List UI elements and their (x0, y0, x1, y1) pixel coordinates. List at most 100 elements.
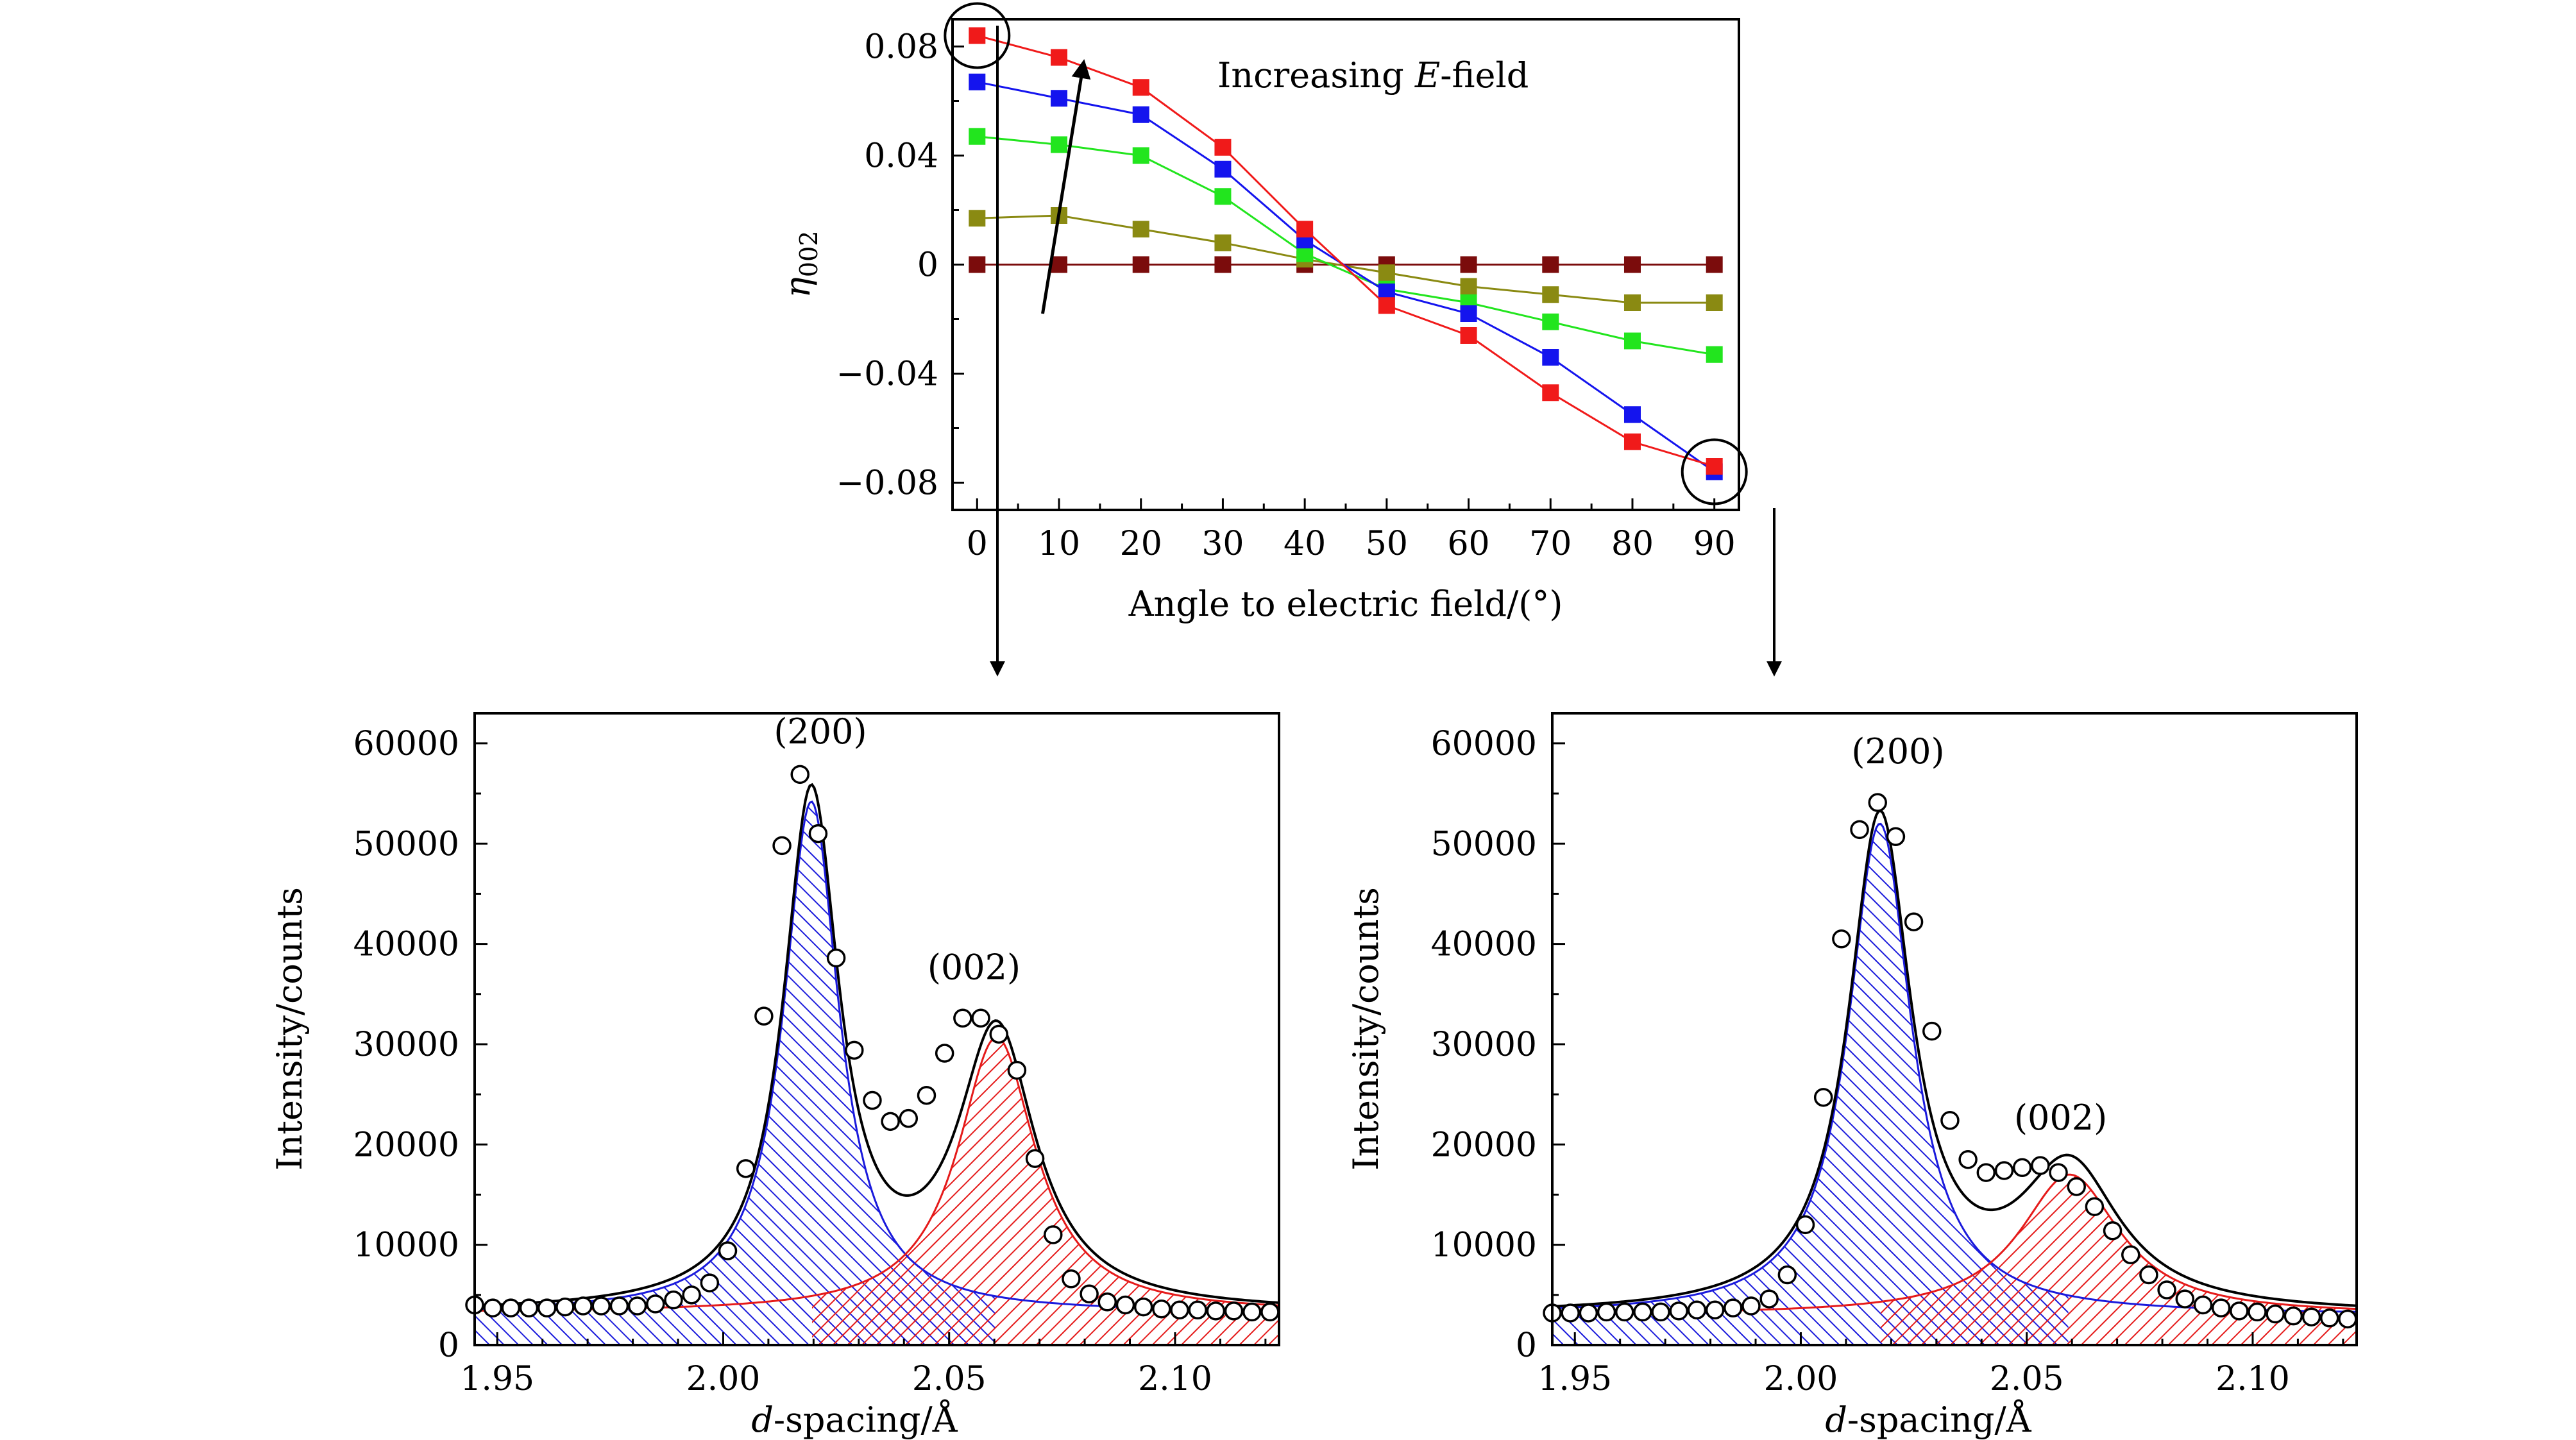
right-peak-label-002: (002) (2014, 1097, 2107, 1138)
right-observed-point (2175, 1289, 2195, 1309)
series-marker (1623, 256, 1641, 273)
right-xlabel-rest: -spacing/Å (1847, 1398, 2032, 1440)
series-line (976, 35, 1715, 468)
right-observed-point (1705, 1300, 1725, 1320)
right-xtick-label: 2.00 (1764, 1360, 1838, 1398)
left-observed-point (989, 1024, 1008, 1044)
left-peak-label-002: (002) (928, 947, 1021, 987)
top-ytick-label: 0 (917, 246, 938, 285)
top-xtick-label: 30 (1201, 525, 1244, 563)
left-observed-point (736, 1159, 756, 1178)
right-observed-point (2121, 1245, 2140, 1265)
left-ytick-label: 50000 (353, 825, 459, 863)
series-marker (1623, 406, 1641, 423)
series-marker (969, 128, 986, 145)
svg-text:η002: η002 (777, 231, 823, 298)
right-observed-point (1759, 1289, 1779, 1309)
top-ylabel-main: η (777, 277, 818, 298)
series-marker (1542, 256, 1559, 273)
right-observed-point (1579, 1303, 1598, 1323)
top-ylabel-sub: 002 (795, 231, 823, 278)
increasing-field-label-italic: E (1414, 55, 1440, 96)
series-marker (1623, 294, 1641, 311)
left-observed-point (1206, 1301, 1226, 1321)
right-observed-point (2157, 1280, 2176, 1300)
series-marker (969, 27, 986, 44)
right-ytick-label: 60000 (1431, 725, 1537, 763)
right-observed-point (2211, 1298, 2231, 1317)
right-plot-frame (1551, 712, 2358, 1346)
series-marker (1542, 286, 1559, 303)
right-peak-label-200: (200) (1851, 731, 1944, 772)
left-peak-200-area (475, 801, 996, 1345)
left-observed-point (845, 1040, 864, 1060)
left-observed-point (1007, 1060, 1027, 1080)
top-ytick-label: −0.04 (836, 355, 938, 394)
left-observed-point (1044, 1225, 1063, 1244)
left-observed-point (519, 1298, 539, 1317)
left-observed-point (646, 1294, 665, 1314)
left-observed-point (1025, 1149, 1045, 1168)
top-ytick-label: −0.08 (836, 464, 938, 503)
top-xtick-label: 70 (1529, 525, 1572, 563)
series-marker (1051, 256, 1068, 273)
highlight-circle (944, 2, 1011, 69)
series-marker (1706, 294, 1723, 311)
series-marker (1132, 106, 1149, 123)
left-peak-002-area (811, 1037, 1279, 1345)
left-observed-point (1152, 1299, 1171, 1319)
right-xlabel: d-spacing/Å (1825, 1398, 2031, 1440)
left-observed-point (772, 836, 792, 856)
right-observed-point (2139, 1265, 2158, 1285)
series-marker (1623, 433, 1641, 450)
right-observed-point (2085, 1197, 2105, 1216)
top-xlabel: Angle to electric field/(°) (1128, 584, 1563, 624)
top-xtick-label: 0 (967, 525, 988, 563)
series-line (977, 81, 1715, 473)
series-marker (1460, 256, 1477, 273)
left-observed-point (664, 1290, 683, 1310)
right-ytick-label: 20000 (1431, 1126, 1537, 1164)
left-observed-point (573, 1296, 593, 1316)
left-ytick-label: 40000 (353, 926, 459, 964)
right-observed-point (1633, 1302, 1652, 1322)
increasing-field-label-prefix: Increasing (1217, 55, 1415, 96)
series-marker (969, 73, 986, 90)
right-observed-point (2338, 1309, 2357, 1329)
left-observed-point (682, 1285, 701, 1305)
right-observed-point (1777, 1265, 1797, 1285)
left-chart: 1.95 2.00 2.05 2.10 0 10000 20000 30000 40000 500… (269, 711, 1280, 1440)
left-observed-point (483, 1298, 502, 1317)
left-observed-point (808, 824, 828, 843)
right-observed-point (1687, 1300, 1707, 1320)
left-ytick-label: 30000 (353, 1026, 459, 1064)
right-observed-point (1922, 1021, 1942, 1041)
series-marker (1460, 327, 1477, 344)
increasing-field-label: Increasing E-field (1217, 55, 1529, 96)
series-marker (1132, 256, 1149, 273)
series-marker (1296, 221, 1314, 238)
series-marker (1623, 332, 1641, 350)
right-observed-point (1561, 1303, 1580, 1323)
right-observed-point (1904, 912, 1924, 931)
left-fit-curve (474, 783, 1280, 1307)
series-marker (1214, 256, 1232, 273)
right-observed-point (2319, 1309, 2339, 1328)
series-marker (1706, 346, 1723, 363)
right-observed-point (1994, 1161, 2014, 1180)
right-chart: 1.95 2.00 2.05 2.10 0 10000 20000 30000 40000 500… (1346, 712, 2358, 1440)
right-observed-point (1958, 1150, 1978, 1169)
right-observed-point (1614, 1302, 1634, 1322)
top-ytick-label: 0.04 (864, 137, 938, 176)
right-observed-point (2012, 1158, 2032, 1178)
right-xlabel-italic: d (1825, 1400, 1847, 1440)
top-chart: 0 10 20 30 40 50 60 70 80 90 0.08 0.04 0 −0.04 −0.08 A… (777, 2, 1748, 624)
right-observed-point (1669, 1301, 1689, 1321)
left-xtick-label: 2.05 (912, 1360, 987, 1398)
left-xtick-label: 1.95 (460, 1360, 534, 1398)
left-observed-point (609, 1296, 629, 1316)
left-observed-point (555, 1297, 575, 1317)
increasing-field-arrow (1041, 59, 1091, 314)
left-observed-point (917, 1085, 936, 1105)
right-observed-point (2248, 1302, 2267, 1322)
